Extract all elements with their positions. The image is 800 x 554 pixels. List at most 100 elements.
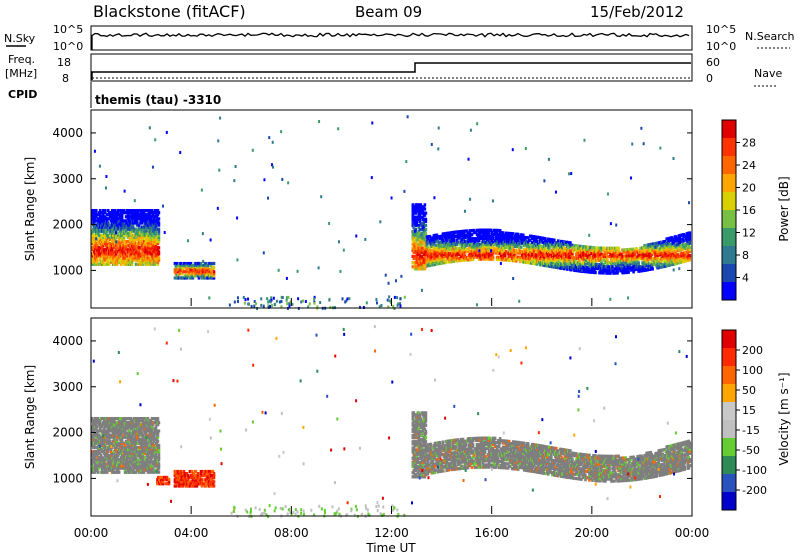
data-cell xyxy=(602,271,605,275)
data-cell xyxy=(96,417,100,421)
data-cell xyxy=(566,267,569,271)
data-cell xyxy=(494,241,498,245)
data-cell xyxy=(592,264,595,268)
data-cell xyxy=(114,223,118,227)
data-cell xyxy=(574,256,577,260)
data-cell xyxy=(616,269,619,273)
data-cell xyxy=(545,264,549,268)
data-cell xyxy=(612,252,615,257)
data-cell xyxy=(475,228,479,232)
data-cell xyxy=(101,235,105,240)
data-cell xyxy=(117,250,121,254)
data-cell xyxy=(111,237,115,242)
data-cell xyxy=(114,447,118,452)
data-cell xyxy=(551,244,554,248)
data-cell xyxy=(253,304,256,308)
data-cell xyxy=(572,245,575,250)
data-cell xyxy=(251,148,254,152)
data-cell xyxy=(582,251,585,255)
data-cell xyxy=(423,252,427,256)
data-cell xyxy=(133,221,137,225)
nave-label: Nave xyxy=(754,67,782,80)
data-cell xyxy=(471,249,475,253)
data-cell xyxy=(114,252,118,256)
data-cell xyxy=(577,244,580,248)
data-cell xyxy=(633,249,636,253)
data-cell xyxy=(620,265,623,269)
data-cell xyxy=(677,254,681,259)
data-cell xyxy=(375,298,378,302)
data-cell xyxy=(610,267,613,271)
data-cell xyxy=(511,232,515,236)
data-cell xyxy=(627,270,630,274)
data-cell xyxy=(478,243,482,247)
data-cell xyxy=(593,268,596,273)
data-cell xyxy=(419,215,423,219)
data-cell xyxy=(216,206,219,210)
data-cell xyxy=(458,236,462,240)
data-cell xyxy=(157,239,161,244)
data-cell xyxy=(123,427,127,431)
data-cell xyxy=(569,249,572,253)
data-cell xyxy=(112,213,116,217)
data-cell xyxy=(478,249,481,253)
data-cell xyxy=(516,251,520,255)
data-cell xyxy=(663,246,667,250)
data-cell xyxy=(531,237,535,241)
data-cell xyxy=(384,273,387,277)
data-cell xyxy=(664,258,668,262)
data-cell xyxy=(660,259,663,263)
data-cell xyxy=(538,244,542,248)
data-cell xyxy=(127,250,131,254)
data-cell xyxy=(152,244,156,248)
data-cell xyxy=(118,431,122,435)
date-title: 15/Feb/2012 xyxy=(590,3,684,21)
data-cell xyxy=(670,246,674,250)
data-cell xyxy=(152,246,156,250)
data-cell xyxy=(196,264,200,268)
data-cell xyxy=(456,230,460,234)
data-cell xyxy=(97,217,101,221)
data-cell xyxy=(146,227,150,231)
data-cell xyxy=(578,246,581,250)
colorbar-tick-label: 4 xyxy=(742,272,749,285)
data-cell xyxy=(552,261,555,265)
data-cell xyxy=(423,246,427,250)
data-cell xyxy=(639,246,642,250)
data-cell xyxy=(553,244,556,249)
data-cell xyxy=(547,249,550,254)
data-cell xyxy=(104,437,108,441)
data-cell xyxy=(120,441,124,445)
data-cell xyxy=(640,126,643,130)
data-cell xyxy=(458,242,462,246)
data-cell xyxy=(646,251,649,255)
data-cell xyxy=(94,466,98,470)
data-cell xyxy=(138,209,142,213)
data-cell xyxy=(638,248,641,253)
data-cell xyxy=(584,255,587,259)
data-cell xyxy=(663,256,667,260)
data-cell xyxy=(126,427,130,431)
data-cell xyxy=(133,239,137,244)
data-cell xyxy=(157,233,161,237)
data-cell xyxy=(469,241,473,245)
data-cell xyxy=(481,240,485,245)
data-cell xyxy=(236,299,239,303)
data-cell xyxy=(625,260,628,264)
data-cell xyxy=(411,203,415,207)
data-cell xyxy=(117,239,121,244)
data-cell xyxy=(613,263,616,267)
data-cell xyxy=(455,242,459,246)
data-cell xyxy=(156,219,160,223)
data-cell xyxy=(675,257,679,261)
data-cell xyxy=(123,189,126,193)
data-cell xyxy=(92,258,96,262)
data-cell xyxy=(420,242,424,246)
data-cell xyxy=(316,305,319,309)
data-cell xyxy=(460,240,464,244)
data-cell xyxy=(262,251,265,255)
data-cell xyxy=(280,295,283,299)
data-cell xyxy=(107,244,111,248)
data-cell xyxy=(640,254,643,258)
data-cell xyxy=(641,248,644,252)
